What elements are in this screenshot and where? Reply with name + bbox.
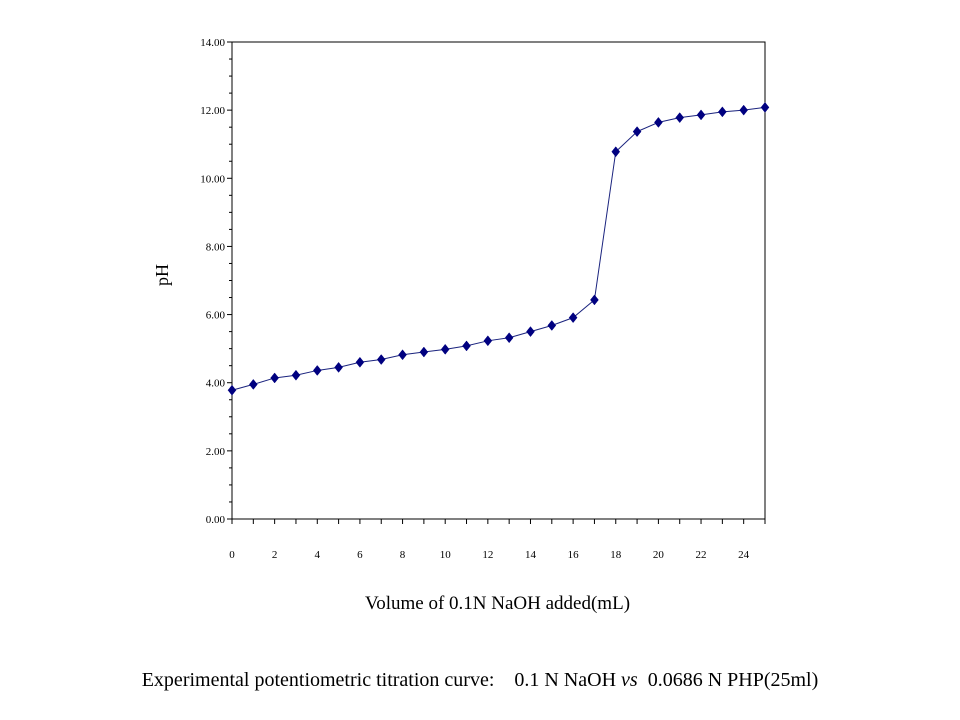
x-axis: 0 2 4 6 8 10 12 14 16 18 20 22 24: [229, 519, 766, 561]
y-tick-label: 12.00: [200, 105, 225, 117]
data-point: [419, 346, 429, 358]
y-tick-label: 2.00: [206, 446, 226, 458]
y-axis-label: pH: [152, 264, 172, 286]
data-point: [227, 384, 237, 396]
x-tick-label: 6: [357, 549, 363, 561]
data-point: [483, 335, 493, 347]
x-tick-label: 0: [229, 549, 235, 561]
data-point: [718, 106, 727, 118]
data-point: [632, 126, 642, 138]
x-tick-label: 14: [525, 549, 537, 561]
series-line: [231, 106, 766, 391]
data-point: [312, 365, 322, 376]
data-point: [696, 109, 706, 121]
data-point: [440, 343, 450, 355]
data-point: [334, 361, 343, 373]
data-point: [398, 349, 407, 361]
data-point: [526, 326, 535, 338]
data-point: [547, 320, 557, 331]
x-tick-label: 2: [272, 549, 278, 561]
data-point: [739, 104, 749, 116]
y-axis: 0.00 2.00 4.00 6.00 8.00 10.00 12.00 14.00: [200, 37, 232, 526]
data-point: [568, 312, 578, 324]
data-point: [504, 332, 514, 344]
data-point: [654, 117, 663, 128]
data-point: [675, 112, 685, 124]
x-tick-label: 22: [696, 549, 707, 561]
caption-suffix: 0.0686 N PHP(25ml): [637, 669, 819, 691]
caption-vs: vs: [621, 669, 638, 691]
x-tick-label: 12: [482, 549, 493, 561]
data-point: [462, 340, 471, 352]
data-points: [227, 102, 770, 396]
x-tick-label: 8: [400, 549, 406, 561]
y-tick-label: 0.00: [206, 514, 226, 526]
y-tick-label: 8.00: [206, 241, 226, 253]
data-point: [270, 372, 279, 384]
caption-prefix: Experimental potentiometric titration cu…: [141, 669, 622, 691]
y-tick-label: 14.00: [200, 37, 225, 49]
plot-area-frame: [231, 41, 766, 520]
data-point: [590, 294, 599, 306]
x-axis-label: Volume of 0.1N NaOH added(mL): [364, 593, 631, 614]
x-tick-label: 18: [610, 549, 622, 561]
x-tick-label: 10: [440, 549, 452, 561]
x-tick-label: 20: [653, 549, 665, 561]
data-point: [248, 379, 258, 390]
data-point: [376, 354, 386, 365]
x-tick-label: 16: [568, 549, 580, 561]
figure-caption: Experimental potentiometric titration cu…: [0, 669, 960, 692]
y-tick-label: 10.00: [200, 173, 225, 185]
y-tick-label: 6.00: [206, 310, 226, 322]
y-tick-label: 4.00: [206, 378, 226, 390]
data-point: [760, 102, 770, 113]
data-point: [291, 369, 301, 381]
x-tick-label: 24: [738, 549, 750, 561]
data-point: [355, 356, 365, 368]
x-tick-label: 4: [315, 549, 321, 561]
data-point: [611, 146, 621, 158]
